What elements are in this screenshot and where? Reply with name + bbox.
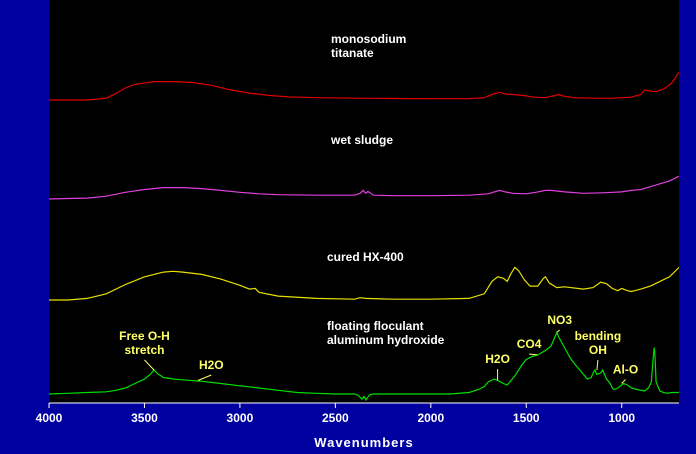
x-tick-label-3500: 3500 (131, 411, 158, 425)
annotation-label-4: CO4 (517, 337, 542, 351)
annotation-label-2: H2O (199, 358, 224, 372)
annotation-leader-6 (596, 359, 599, 371)
annotation-leader-4 (529, 353, 538, 356)
series-line-1 (49, 72, 679, 101)
plot-area (49, 0, 679, 403)
series-line-4 (49, 330, 679, 402)
series-label-2: wet sludge (330, 133, 393, 147)
series-line-3 (49, 266, 679, 301)
annotation-label-1: Free O-H stretch (119, 329, 170, 357)
annotation-leader-1 (144, 359, 155, 371)
annotation-leader-5 (556, 329, 561, 333)
x-tick-label-1000: 1000 (608, 411, 635, 425)
annotation-leader-7 (621, 379, 626, 384)
x-tick-label-1500: 1500 (513, 411, 540, 425)
x-tick-label-3000: 3000 (227, 411, 254, 425)
x-tick-layer: 4000 3500 3000 2500 2000 1500 1000 (36, 403, 635, 425)
x-tick-label-2500: 2500 (322, 411, 349, 425)
annotation-leader-2 (197, 374, 212, 381)
x-axis-title: Wavenumbers (314, 435, 413, 450)
series-label-4: floating floculant aluminum hydroxide (327, 319, 445, 347)
series-label-3: cured HX-400 (327, 250, 404, 264)
x-tick-label-4000: 4000 (36, 411, 63, 425)
annotation-label-6: bending OH (575, 329, 622, 357)
x-tick-label-2000: 2000 (417, 411, 444, 425)
series-label-layer: monosodium titanate wet sludge cured HX-400… (327, 32, 445, 347)
annotation-label-3: H2O (485, 352, 510, 366)
annotation-label-7: Al-O (613, 363, 638, 377)
series-label-1: monosodium titanate (331, 32, 406, 60)
series-layer (49, 72, 679, 402)
series-line-2 (49, 175, 679, 200)
annotation-label-5: NO3 (547, 313, 572, 327)
